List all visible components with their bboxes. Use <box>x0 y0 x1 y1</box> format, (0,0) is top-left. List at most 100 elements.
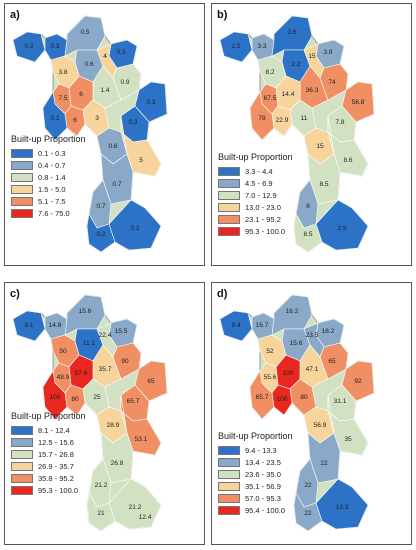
legend-title: Built-up Proportion <box>218 152 293 162</box>
map: 2.5 3.3 3.6 3.8 2.2 15 8.2 36.3 74 58.8 14.4 67.5 11… <box>219 15 375 253</box>
legend-range-label: 23.1 - 95.2 <box>245 214 281 224</box>
district-value-label: 21.2 <box>129 504 142 511</box>
district-value-label: 58.8 <box>352 99 365 106</box>
district-value-label: 4 <box>103 53 107 60</box>
district-value-label: 6 <box>306 203 310 210</box>
district-value-label: 0.3 <box>146 99 155 106</box>
district-region <box>42 370 68 420</box>
district-value-label: 0.7 <box>96 203 105 210</box>
panel-label: d) <box>217 288 228 300</box>
district-value-label: 47.1 <box>306 366 319 373</box>
district-value-label: 22 <box>304 482 312 489</box>
legend-swatch <box>218 190 240 200</box>
legend-swatch <box>11 425 33 435</box>
district-region <box>315 199 369 251</box>
legend-swatch <box>11 461 33 471</box>
district-value-label: 23.5 <box>306 332 319 339</box>
legend-swatch <box>218 457 240 467</box>
legend-range-label: 1.5 - 5.0 <box>38 184 66 194</box>
legend-swatch <box>11 148 33 158</box>
legend-item: 7.0 - 12.9 <box>218 189 293 201</box>
district-value-label: 15 <box>316 143 324 150</box>
district-value-label: 25 <box>93 394 101 401</box>
map-panel-b: b) 2.5 3.3 3.6 3.8 2.2 15 8.2 36.3 74 58.8 14.4 67.… <box>211 3 412 266</box>
map: 0.2 0.3 0.5 0.3 0.6 4 3.8 1.4 0.9 0.3 6 7.5 3 6 0.1 0.3… <box>12 15 168 253</box>
panel-label: b) <box>217 9 228 21</box>
district-value-label: 22 <box>304 510 312 517</box>
district-value-label: 16.7 <box>256 322 269 329</box>
legend-range-label: 0.8 - 1.4 <box>38 172 66 182</box>
legend-range-label: 57.0 - 95.3 <box>245 493 281 503</box>
district-value-label: 3.6 <box>287 29 296 36</box>
district-value-label: 0.6 <box>84 61 93 68</box>
legend-swatch <box>218 202 240 212</box>
legend-item: 35.1 - 56.9 <box>218 480 293 492</box>
district-value-label: 0.1 <box>50 115 59 122</box>
legend-swatch <box>11 172 33 182</box>
district-value-label: 3 <box>95 115 99 122</box>
district-value-label: 6 <box>73 117 77 124</box>
district-value-label: 13.3 <box>336 504 349 511</box>
district-region <box>249 91 275 141</box>
legend-swatch <box>218 214 240 224</box>
legend: Built-up Proportion 3.3 - 4.4 4.5 - 6.9 7.… <box>218 152 293 237</box>
legend-item: 26.9 - 35.7 <box>11 460 86 472</box>
legend: Built-up Proportion 9.4 - 13.3 13.4 - 23.… <box>218 431 293 516</box>
legend-range-label: 35.1 - 56.9 <box>245 481 281 491</box>
legend-swatch <box>218 481 240 491</box>
district-value-label: 15.6 <box>79 308 92 315</box>
legend: Built-up Proportion 0.1 - 0.3 0.4 - 0.7 0.… <box>11 134 86 219</box>
legend-range-label: 0.4 - 0.7 <box>38 160 66 170</box>
district-region <box>86 213 116 253</box>
district-value-label: 8.5 <box>303 231 312 238</box>
legend-range-label: 9.4 - 13.3 <box>245 445 277 455</box>
district-value-label: 9.4 <box>231 322 240 329</box>
district-value-label: 0.2 <box>24 43 33 50</box>
district-value-label: 0.2 <box>130 225 139 232</box>
legend-swatch <box>218 505 240 515</box>
district-value-label: 11.1 <box>83 340 96 347</box>
district-value-label: 52 <box>266 348 274 355</box>
legend-title: Built-up Proportion <box>11 411 86 421</box>
legend-item: 5.1 - 7.5 <box>11 195 86 207</box>
district-value-label: 8.5 <box>319 181 328 188</box>
district-value-label: 100 <box>277 396 288 403</box>
district-value-label: 74 <box>328 79 336 86</box>
district-value-label: 50 <box>59 348 67 355</box>
legend-range-label: 7.6 - 75.0 <box>38 208 70 218</box>
legend-range-label: 8.1 - 12.4 <box>38 425 70 435</box>
legend-item: 15.7 - 26.8 <box>11 448 86 460</box>
district-value-label: 65 <box>147 378 155 385</box>
district-value-label: 0.3 <box>128 119 137 126</box>
district-region <box>315 478 369 530</box>
district-value-label: 12.4 <box>139 514 152 521</box>
district-value-label: 22.9 <box>276 117 289 124</box>
district-value-label: 48.9 <box>57 374 70 381</box>
district-value-label: 78 <box>258 115 266 122</box>
district-value-label: 35 <box>344 436 352 443</box>
legend-swatch <box>218 226 240 236</box>
district-value-label: 15.5 <box>115 328 128 335</box>
district-value-label: 65.7 <box>256 394 269 401</box>
map-panel-d: d) 9.4 16.7 16.2 18.2 15.6 23.5 52 47.1 65 92 100 5… <box>211 282 412 545</box>
district-value-label: 65 <box>328 358 336 365</box>
legend-item: 0.4 - 0.7 <box>11 159 86 171</box>
legend-range-label: 15.7 - 26.8 <box>38 449 74 459</box>
legend-range-label: 23.6 - 35.0 <box>245 469 281 479</box>
district-value-label: 15 <box>308 53 316 60</box>
district-value-label: 100 <box>50 394 61 401</box>
legend-item: 12.5 - 15.6 <box>11 436 86 448</box>
legend-range-label: 5.1 - 7.5 <box>38 196 66 206</box>
legend-swatch <box>11 473 33 483</box>
district-value-label: 3.8 <box>323 49 332 56</box>
district-value-label: 3.8 <box>58 69 67 76</box>
district-value-label: 16.2 <box>286 308 299 315</box>
map: 8.1 14.8 15.6 15.5 11.122.4 50 35.7 90 65 97.6 48.… <box>12 294 168 532</box>
district-value-label: 21 <box>97 510 105 517</box>
map-panel-a: a) 0.2 0.3 0.5 0.3 0.6 4 3.8 1.4 0.9 0.3 6 7.5 3 6 0.1… <box>4 3 205 266</box>
legend-swatch <box>218 469 240 479</box>
legend-range-label: 7.0 - 12.9 <box>245 190 277 200</box>
district-value-label: 26.8 <box>111 460 124 467</box>
map: 9.4 16.7 16.2 18.2 15.623.5 52 47.1 65 92 100 55.6… <box>219 294 375 532</box>
district-value-label: 80 <box>300 394 308 401</box>
